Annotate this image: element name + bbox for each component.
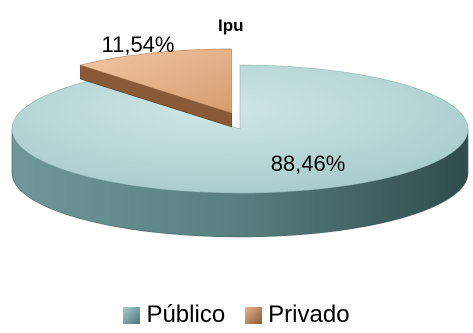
slice-publico-top [11, 64, 469, 194]
legend-label-publico: Público [146, 301, 226, 328]
data-label-privado: 11,54% [102, 32, 175, 57]
legend-swatch-privado [245, 306, 263, 324]
data-label-publico: 88,46% [271, 151, 346, 176]
slice-privado-top [79, 48, 232, 114]
legend-label-privado: Privado [268, 301, 350, 328]
legend-item-publico: Público [123, 303, 225, 327]
legend-swatch-publico [123, 306, 141, 324]
chart-title: Ipu [218, 16, 244, 35]
legend: Público Privado [0, 303, 473, 327]
legend-item-privado: Privado [245, 301, 350, 328]
